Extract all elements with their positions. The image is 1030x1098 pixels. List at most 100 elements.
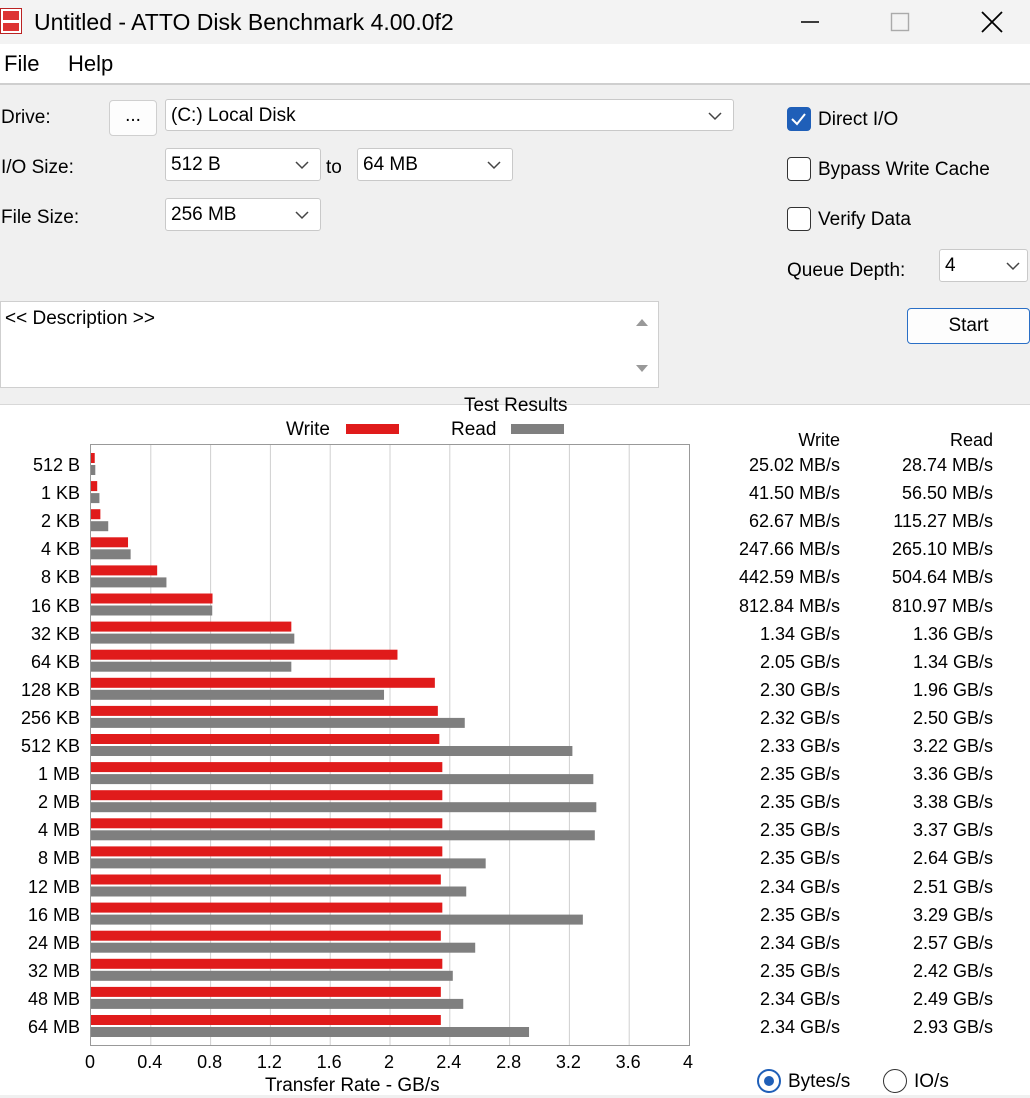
read-bar — [91, 774, 594, 785]
read-value: 2.42 GB/s — [912, 960, 993, 981]
bypass-write-cache-checkbox[interactable] — [787, 157, 811, 181]
drive-select[interactable]: (C:) Local Disk — [165, 99, 734, 131]
close-button[interactable] — [968, 0, 1016, 44]
file-size-value: 256 MB — [171, 204, 237, 225]
write-bar — [91, 874, 441, 885]
y-tick-label: 16 MB — [27, 904, 80, 925]
queue-depth-value: 4 — [945, 255, 956, 276]
write-value: 1.34 GB/s — [759, 623, 840, 644]
write-value: 62.67 MB/s — [748, 511, 840, 532]
column-header-write: Write — [798, 430, 840, 450]
write-bar — [91, 846, 443, 857]
write-bar — [91, 986, 441, 997]
bypass-write-cache-label[interactable]: Bypass Write Cache — [818, 159, 990, 180]
write-bar — [91, 649, 398, 660]
io-size-from-value: 512 B — [171, 154, 221, 175]
legend-read-swatch — [511, 424, 564, 434]
start-button[interactable]: Start — [907, 308, 1030, 344]
file-size-select[interactable]: 256 MB — [165, 198, 321, 231]
y-tick-label: 32 KB — [30, 623, 80, 644]
y-tick-label: 64 MB — [27, 1017, 80, 1037]
menu-help[interactable]: Help — [68, 51, 114, 76]
read-bar — [91, 942, 476, 953]
read-value: 810.97 MB/s — [891, 595, 993, 616]
read-value: 1.36 GB/s — [912, 623, 993, 644]
x-tick-label: 2 — [383, 1052, 394, 1072]
write-value: 2.35 GB/s — [759, 764, 840, 785]
verify-data-label[interactable]: Verify Data — [818, 209, 911, 230]
read-bar — [91, 493, 100, 504]
chart-plot-area — [91, 445, 630, 1045]
description-textarea[interactable]: << Description >> — [0, 301, 659, 388]
direct-io-checkbox[interactable] — [787, 107, 811, 131]
read-bar — [91, 858, 486, 869]
write-bar — [91, 453, 95, 463]
read-bar — [91, 633, 295, 644]
write-bar — [91, 1015, 441, 1025]
minimize-button[interactable] — [786, 0, 834, 44]
y-tick-label: 2 KB — [40, 511, 80, 532]
read-bar — [91, 521, 109, 532]
read-value: 3.37 GB/s — [912, 820, 993, 841]
write-value: 2.32 GB/s — [759, 707, 840, 728]
write-value: 2.35 GB/s — [759, 904, 840, 925]
write-bar — [91, 677, 435, 688]
write-value: 2.35 GB/s — [759, 848, 840, 869]
io-size-from-select[interactable]: 512 B — [165, 148, 321, 181]
write-value: 2.34 GB/s — [759, 988, 840, 1009]
verify-data-checkbox[interactable] — [787, 207, 811, 231]
x-tick-label: 3.2 — [555, 1052, 581, 1072]
browse-drive-button[interactable]: ... — [109, 100, 157, 136]
read-value: 3.22 GB/s — [912, 736, 993, 756]
write-bar — [91, 509, 101, 520]
description-scrollbar[interactable] — [624, 302, 658, 387]
scroll-down-icon[interactable] — [636, 364, 648, 374]
legend-write-label: Write — [286, 419, 330, 440]
y-tick-label: 24 MB — [27, 932, 80, 953]
read-value: 265.10 MB/s — [891, 539, 993, 560]
write-value: 247.66 MB/s — [738, 539, 840, 560]
write-bar — [91, 481, 98, 492]
drive-select-value: (C:) Local Disk — [171, 105, 296, 126]
read-bar — [91, 746, 573, 756]
x-tick-label: 1.2 — [256, 1052, 282, 1072]
x-tick-label: 0 — [84, 1052, 95, 1072]
close-icon — [981, 11, 1003, 33]
x-tick-label: 0.8 — [197, 1052, 223, 1072]
y-tick-label: 256 KB — [20, 707, 80, 728]
maximize-button[interactable] — [876, 0, 924, 44]
direct-io-label[interactable]: Direct I/O — [818, 109, 899, 130]
write-value: 2.33 GB/s — [759, 736, 840, 756]
results-chart — [90, 444, 690, 1046]
x-tick-label: 4 — [682, 1052, 693, 1072]
y-tick-label: 1 MB — [37, 764, 80, 785]
scroll-up-icon[interactable] — [636, 317, 648, 327]
read-bar — [91, 998, 464, 1009]
y-tick-label: 512 KB — [20, 736, 80, 756]
io-per-second-label[interactable]: IO/s — [914, 1071, 949, 1092]
read-bar — [91, 577, 167, 588]
io-per-second-radio[interactable] — [883, 1069, 907, 1093]
read-value: 2.64 GB/s — [912, 848, 993, 869]
bytes-per-second-label[interactable]: Bytes/s — [788, 1071, 851, 1092]
chevron-down-icon — [1006, 262, 1020, 271]
menu-file[interactable]: File — [4, 51, 40, 76]
x-axis-label: Transfer Rate - GB/s — [265, 1075, 440, 1096]
y-tick-label: 48 MB — [27, 988, 80, 1009]
results-title: Test Results — [464, 395, 568, 416]
x-tick-label: 2.8 — [496, 1052, 522, 1072]
column-header-read: Read — [949, 430, 993, 450]
y-tick-label: 8 KB — [40, 567, 80, 588]
maximize-icon — [890, 12, 910, 32]
queue-depth-select[interactable]: 4 — [939, 249, 1028, 282]
description-text: << Description >> — [5, 308, 155, 329]
read-bar — [91, 1027, 530, 1037]
read-value: 1.96 GB/s — [912, 679, 993, 700]
y-tick-label: 128 KB — [20, 679, 80, 700]
read-value: 3.29 GB/s — [912, 904, 993, 925]
write-value: 2.05 GB/s — [759, 651, 840, 672]
read-value: 115.27 MB/s — [893, 511, 993, 532]
read-bar — [91, 886, 467, 897]
bytes-per-second-radio[interactable] — [757, 1069, 781, 1093]
io-size-to-select[interactable]: 64 MB — [357, 148, 513, 181]
